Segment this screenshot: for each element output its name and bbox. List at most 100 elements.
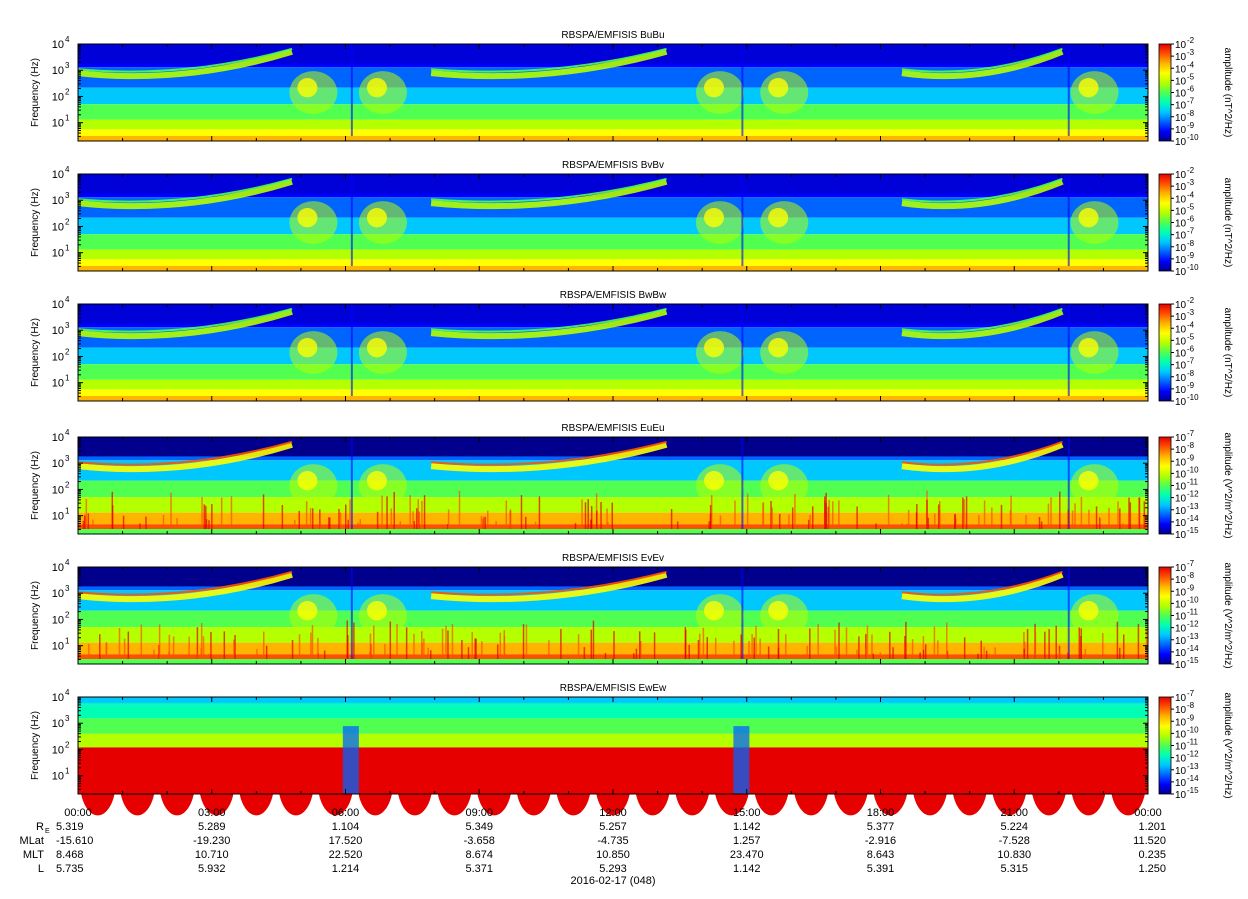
colorbar-tick-label: 10	[1175, 64, 1187, 75]
ephemeris-row-label: L	[38, 863, 44, 875]
date-label: 2016-02-17 (048)	[570, 875, 655, 887]
colorbar-tick-exponent: -14	[1187, 644, 1199, 653]
y-tick-label: 10	[52, 641, 64, 653]
x-tick-label: 03:00	[198, 807, 226, 819]
colorbar-tick-exponent: -8	[1187, 239, 1195, 248]
colorbar-label: amplitude (V^2/m^2/Hz)	[1222, 562, 1233, 668]
colorbar-tick-label: 10	[1175, 433, 1187, 444]
colorbar-tick-exponent: -10	[1187, 393, 1199, 402]
ephemeris-row-label: MLat	[20, 835, 44, 847]
colorbar-tick-label: 10	[1175, 194, 1187, 205]
spectrogram	[77, 304, 1148, 401]
colorbar-tick-exponent: -9	[1187, 251, 1195, 260]
ephemeris-value: 1.250	[1138, 863, 1166, 875]
colorbar-tick-exponent: -10	[1187, 595, 1199, 604]
y-tick-exponent: 4	[65, 428, 70, 437]
y-tick-exponent: 3	[65, 61, 70, 70]
colorbar-tick-exponent: -10	[1187, 263, 1199, 272]
colorbar-tick-exponent: -5	[1187, 202, 1195, 211]
y-tick-label: 10	[52, 325, 64, 337]
colorbar-tick-label: 10	[1175, 219, 1187, 230]
colorbar-tick-label: 10	[1175, 397, 1187, 408]
colorbar-tick-label: 10	[1175, 660, 1187, 671]
colorbar-tick-label: 10	[1175, 170, 1187, 181]
colorbar-tick-label: 10	[1175, 599, 1187, 610]
ephemeris-value: 23.470	[730, 849, 764, 861]
colorbar-tick-exponent: -6	[1187, 215, 1195, 224]
y-tick-exponent: 4	[65, 165, 70, 174]
colorbar-tick-exponent: -9	[1187, 453, 1195, 462]
y-tick-exponent: 4	[65, 35, 70, 44]
colorbar-tick-label: 10	[1175, 267, 1187, 278]
colorbar-tick-label: 10	[1175, 324, 1187, 335]
y-axis-label: Frequency (Hz)	[30, 318, 41, 387]
colorbar-tick-exponent: -10	[1187, 725, 1199, 734]
colorbar-tick-label: 10	[1175, 648, 1187, 659]
y-tick-label: 10	[52, 771, 64, 783]
y-tick-label: 10	[52, 562, 64, 574]
y-tick-label: 10	[52, 614, 64, 626]
ephemeris-value: -15.610	[56, 835, 93, 847]
y-tick-exponent: 1	[65, 767, 70, 776]
y-axis-label: Frequency (Hz)	[30, 711, 41, 780]
y-tick-label: 10	[52, 169, 64, 181]
y-tick-exponent: 3	[65, 321, 70, 330]
colorbar-tick-label: 10	[1175, 624, 1187, 635]
colorbar-tick-exponent: -8	[1187, 571, 1195, 580]
colorbar-tick-exponent: -14	[1187, 514, 1199, 523]
ephemeris-value: 5.319	[56, 821, 84, 833]
y-tick-label: 10	[52, 744, 64, 756]
y-tick-label: 10	[52, 588, 64, 600]
y-tick-label: 10	[52, 65, 64, 77]
colorbar-tick-label: 10	[1175, 243, 1187, 254]
colorbar-tick-exponent: -2	[1187, 36, 1195, 45]
colorbar-tick-label: 10	[1175, 52, 1187, 63]
x-tick-label: 00:00	[1134, 807, 1162, 819]
colorbar-label: amplitude (nT^2/Hz)	[1222, 48, 1233, 138]
spectrogram	[78, 697, 1148, 816]
ephemeris-value: -7.528	[999, 835, 1030, 847]
ephemeris-value: 8.674	[465, 849, 493, 861]
spectrogram	[77, 567, 1148, 664]
colorbar-tick-label: 10	[1175, 482, 1187, 493]
ephemeris-value: 5.932	[198, 863, 226, 875]
panel-title: RBSPA/EMFISIS EwEw	[560, 683, 667, 694]
colorbar-tick-exponent: -11	[1187, 608, 1199, 617]
colorbar-tick-label: 10	[1175, 255, 1187, 266]
colorbar-tick-label: 10	[1175, 231, 1187, 242]
colorbar-tick-exponent: -10	[1187, 465, 1199, 474]
x-tick-label: 21:00	[1000, 807, 1028, 819]
ephemeris-value: -3.658	[464, 835, 495, 847]
y-tick-exponent: 4	[65, 558, 70, 567]
x-tick-label: 18:00	[867, 807, 895, 819]
x-tick-label: 00:00	[64, 807, 92, 819]
colorbar-tick-exponent: -4	[1187, 320, 1195, 329]
colorbar-tick-exponent: -13	[1187, 762, 1199, 771]
ephemeris-value: 5.315	[1000, 863, 1028, 875]
y-tick-exponent: 4	[65, 295, 70, 304]
x-tick-label: 09:00	[465, 807, 493, 819]
colorbar-label: amplitude (nT^2/Hz)	[1222, 178, 1233, 268]
spectrogram	[77, 44, 1148, 141]
colorbar-tick-exponent: -15	[1187, 656, 1199, 665]
ephemeris-value: 1.257	[733, 835, 761, 847]
colorbar-label: amplitude (V^2/m^2/Hz)	[1222, 432, 1233, 538]
colorbar-tick-label: 10	[1175, 336, 1187, 347]
panel-title: RBSPA/EMFISIS EvEv	[562, 553, 664, 564]
colorbar-tick-exponent: -13	[1187, 502, 1199, 511]
ephemeris-value: 17.520	[329, 835, 363, 847]
y-tick-exponent: 1	[65, 114, 70, 123]
colorbar-tick-exponent: -4	[1187, 60, 1195, 69]
ephemeris-value: 1.142	[733, 821, 761, 833]
ephemeris-value: 5.289	[198, 821, 226, 833]
colorbar-tick-label: 10	[1175, 754, 1187, 765]
colorbar-tick-label: 10	[1175, 742, 1187, 753]
y-tick-exponent: 3	[65, 454, 70, 463]
y-tick-exponent: 2	[65, 347, 70, 356]
colorbar-tick-exponent: -9	[1187, 583, 1195, 592]
y-tick-exponent: 2	[65, 480, 70, 489]
colorbar-tick-exponent: -7	[1187, 689, 1195, 698]
